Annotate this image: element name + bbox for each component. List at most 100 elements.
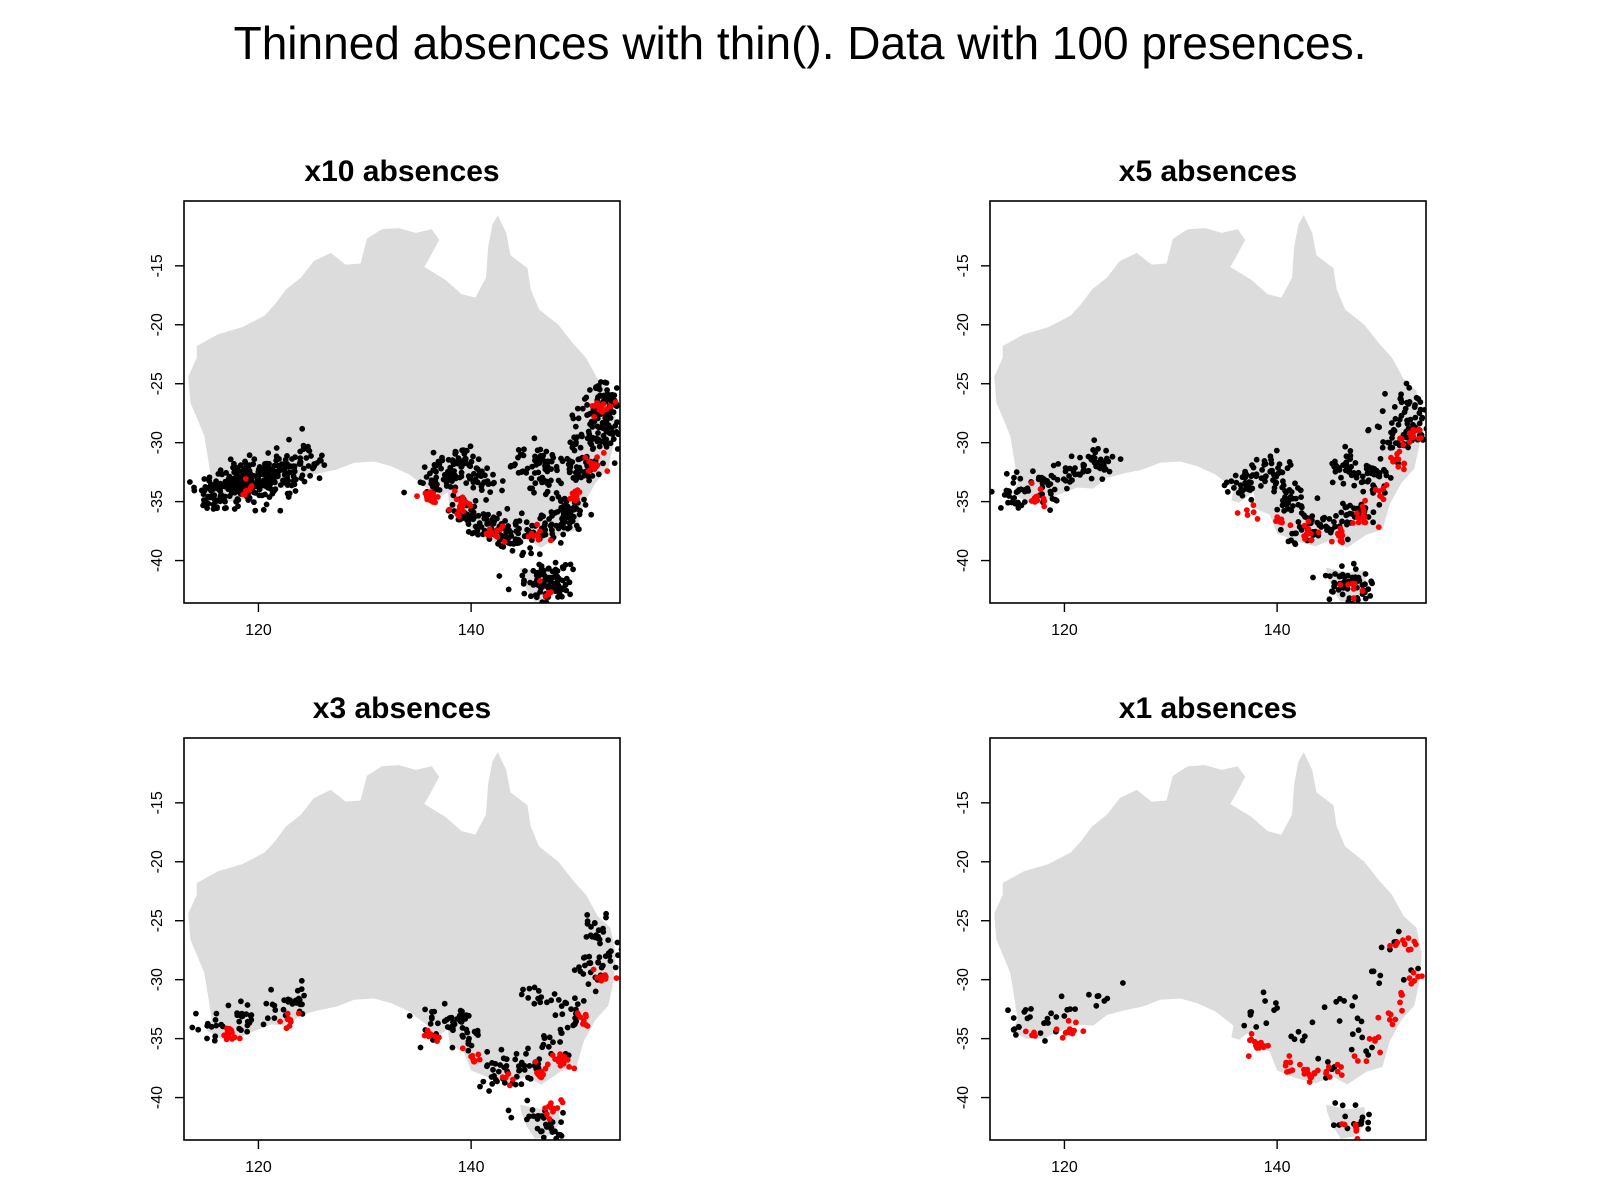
absence-point: [1008, 499, 1015, 506]
absence-point: [251, 473, 257, 479]
absence-point: [217, 485, 224, 491]
absence-point: [548, 997, 555, 1004]
presence-point: [1059, 1034, 1066, 1041]
absence-point: [495, 1068, 502, 1075]
absence-point: [558, 1030, 565, 1036]
absence-point: [465, 473, 472, 479]
absence-point: [990, 488, 995, 495]
absence-point: [263, 501, 270, 508]
presence-point: [612, 399, 619, 405]
presence-point: [451, 488, 458, 494]
presence-point: [547, 537, 554, 544]
absence-point: [491, 479, 497, 486]
absence-point: [1099, 476, 1106, 482]
absence-point: [428, 1014, 435, 1021]
absence-point: [1338, 509, 1345, 516]
presence-point: [1386, 1016, 1393, 1023]
absence-point: [1248, 473, 1255, 480]
presence-point: [549, 1052, 556, 1059]
absence-point: [505, 1107, 512, 1114]
absence-point: [1392, 415, 1399, 422]
absence-point: [211, 1037, 218, 1044]
absence-point: [526, 1063, 533, 1069]
presence-point: [1350, 595, 1357, 602]
absence-point: [1224, 489, 1231, 495]
absence-point: [484, 1062, 491, 1069]
absence-point: [484, 465, 490, 472]
presence-point: [1405, 946, 1412, 953]
presence-point: [1418, 435, 1424, 441]
absence-point: [1398, 391, 1404, 398]
absence-point: [532, 453, 538, 460]
absence-point: [586, 953, 593, 960]
absence-point: [1060, 476, 1067, 483]
absence-point: [515, 447, 522, 453]
presence-point: [414, 493, 420, 499]
absence-point: [1415, 965, 1421, 972]
absence-point: [603, 910, 609, 917]
absence-point: [1292, 480, 1298, 487]
absence-point: [998, 505, 1004, 511]
absence-point: [558, 1119, 564, 1125]
absence-point: [1344, 536, 1351, 543]
absence-point: [217, 467, 224, 474]
absence-point: [1088, 456, 1095, 463]
absence-point: [1339, 518, 1345, 525]
absence-point: [515, 469, 522, 476]
presence-point: [460, 508, 467, 515]
absence-point: [588, 441, 595, 448]
absence-point: [498, 1046, 505, 1053]
absence-point: [1332, 581, 1338, 587]
presence-point: [594, 454, 600, 461]
absence-point: [289, 1001, 296, 1007]
absence-point: [471, 529, 478, 536]
absence-point: [1005, 1007, 1011, 1014]
absence-point: [1367, 593, 1374, 599]
absence-point: [202, 486, 209, 492]
presence-point: [494, 527, 500, 534]
presence-point: [591, 466, 598, 473]
presence-point: [554, 1105, 561, 1111]
absence-point: [1260, 989, 1267, 996]
absence-point: [435, 1020, 441, 1027]
presence-point: [510, 1076, 516, 1083]
y-tick-label: -30: [955, 431, 972, 454]
absence-point: [277, 507, 284, 514]
absence-point: [470, 453, 476, 460]
absence-point: [1412, 414, 1419, 421]
presence-point: [277, 1018, 283, 1025]
presence-point: [436, 1034, 442, 1041]
absence-point: [277, 482, 284, 488]
presence-point: [1244, 512, 1251, 518]
presence-point: [582, 454, 589, 461]
absence-point: [236, 1018, 243, 1025]
absence-point: [627, 425, 633, 431]
absence-point: [1298, 510, 1305, 516]
presence-point: [1377, 1049, 1383, 1056]
absence-point: [574, 1001, 581, 1007]
absence-point: [588, 923, 594, 930]
absence-point: [299, 472, 306, 479]
absence-point: [263, 1000, 270, 1007]
absence-point: [1336, 467, 1342, 473]
presence-point: [236, 1035, 243, 1042]
absence-point: [1376, 501, 1383, 508]
presence-point: [1326, 1074, 1333, 1080]
absence-point: [573, 464, 580, 470]
absence-point: [1297, 487, 1304, 494]
absence-point: [1347, 452, 1354, 459]
absence-point: [1095, 445, 1101, 452]
absence-point: [598, 379, 604, 385]
absence-point: [529, 463, 535, 470]
absence-point: [570, 415, 577, 422]
presence-point: [571, 1065, 578, 1072]
absence-point: [276, 465, 283, 472]
absence-point: [230, 464, 236, 471]
absence-point: [265, 471, 272, 478]
absence-point: [1028, 1006, 1034, 1012]
absence-point: [189, 1024, 196, 1031]
absence-point: [1421, 406, 1426, 413]
absence-point: [285, 470, 291, 477]
presence-point: [1279, 519, 1285, 526]
